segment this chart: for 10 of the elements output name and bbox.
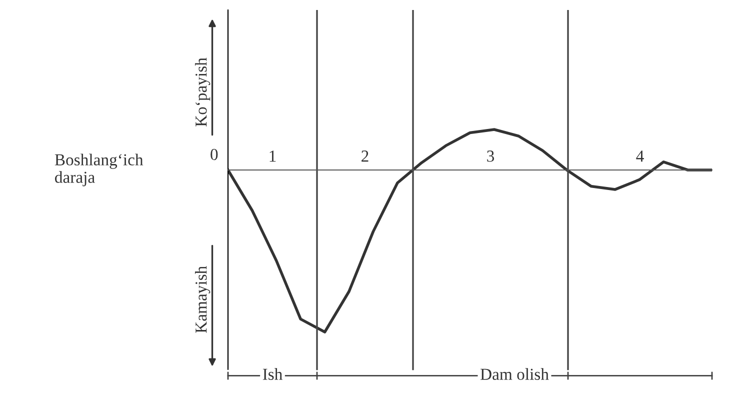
text: Ish	[262, 368, 282, 380]
text: Dam olish	[480, 368, 549, 380]
annotation: 4	[636, 150, 644, 162]
annotation: 1	[270, 150, 276, 162]
text: Ko‘payish	[195, 58, 210, 126]
annotation: 3	[487, 150, 494, 162]
text: Boshlang‘ich daraja	[54, 154, 144, 186]
text: 0	[210, 148, 218, 160]
text: Kamayish	[195, 266, 210, 333]
annotation: 2	[362, 150, 368, 162]
